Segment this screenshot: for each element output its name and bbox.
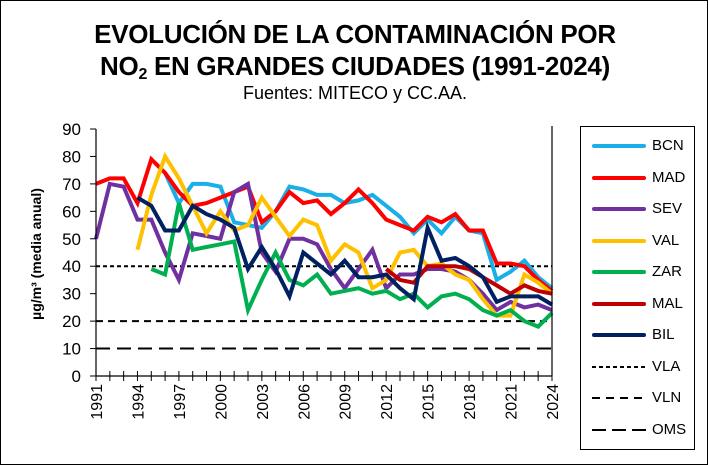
y-tick-label: 40 [62,257,81,276]
legend-item-vln: VLN [581,388,694,408]
legend-item-oms: OMS [581,420,694,440]
legend-swatch [592,397,646,399]
legend-swatch [592,144,646,148]
x-tick-label: 2024 [545,384,562,420]
legend-swatch [592,333,646,337]
legend-item-sev: SEV [581,199,694,219]
x-tick-label: 1991 [89,384,106,420]
x-tick-label: 2000 [213,384,230,420]
legend-swatch [592,428,646,431]
legend-swatch [592,238,646,243]
legend-item-bil: BIL [581,325,694,345]
legend-label: BIL [652,326,675,343]
y-tick-label: 20 [62,312,81,331]
legend-item-mal: MAL [581,294,694,314]
legend-swatch [592,365,646,368]
y-tick-label: 70 [62,175,81,194]
x-tick-label: 1997 [172,384,189,420]
legend-label: VLA [652,357,681,375]
chart-title-line-2: NO2 EN GRANDES CIUDADES (1991-2024) [1,51,708,83]
legend-label: MAL [652,294,683,312]
title-suffix: EN GRANDES CIUDADES (1991-2024) [147,51,610,81]
legend-label: BCN [652,137,684,154]
legend-swatch [592,207,646,211]
legend-label: SEV [652,200,683,217]
y-tick-label: 60 [62,202,81,221]
x-tick-label: 2012 [379,384,396,420]
legend-swatch [592,301,646,306]
chart-title-line-1: EVOLUCIÓN DE LA CONTAMINACIÓN POR [94,19,616,49]
x-tick-label: 1994 [130,384,147,420]
title-no-prefix: NO [100,51,139,81]
series-line-bil [136,195,554,307]
legend-label: VLN [652,389,682,406]
legend-item-bcn: BCN [581,136,694,156]
x-tick-label: 2018 [462,384,479,420]
legend-item-zar: ZAR [581,262,694,282]
y-tick-label: 30 [62,285,81,304]
legend-item-vla: VLA [581,357,694,377]
y-tick-label: 80 [62,147,81,166]
x-tick-label: 2006 [296,384,313,420]
y-axis-label: µg/m³ (media anual) [28,188,44,320]
series-line-mal [384,264,553,297]
legend-label: MAD [652,168,686,186]
legend-swatch [592,270,646,274]
x-tick-label: 2015 [421,384,438,420]
legend-label: OMS [652,420,687,438]
y-tick-label: 0 [72,367,81,386]
y-tick-label: 90 [62,120,81,139]
legend-swatch [592,175,646,180]
x-tick-label: 2021 [504,384,521,420]
title-subscript: 2 [138,66,148,83]
series-line-val [135,151,554,318]
legend-label: VAL [652,231,680,249]
series-line-mad [95,155,554,293]
y-tick-label: 50 [62,230,81,249]
legend: BCN MAD SEV VAL ZAR MAL BIL VLA VLN OMS [580,126,695,450]
chart-subtitle: Fuentes: MITECO y CC.AA. [242,83,468,103]
legend-item-mad: MAD [581,168,694,188]
series-line-zar [150,202,554,329]
y-tick-label: 10 [62,340,81,359]
legend-item-val: VAL [581,231,694,251]
legend-label: ZAR [652,263,682,280]
x-tick-label: 2009 [338,384,355,420]
x-tick-label: 2003 [255,384,272,420]
